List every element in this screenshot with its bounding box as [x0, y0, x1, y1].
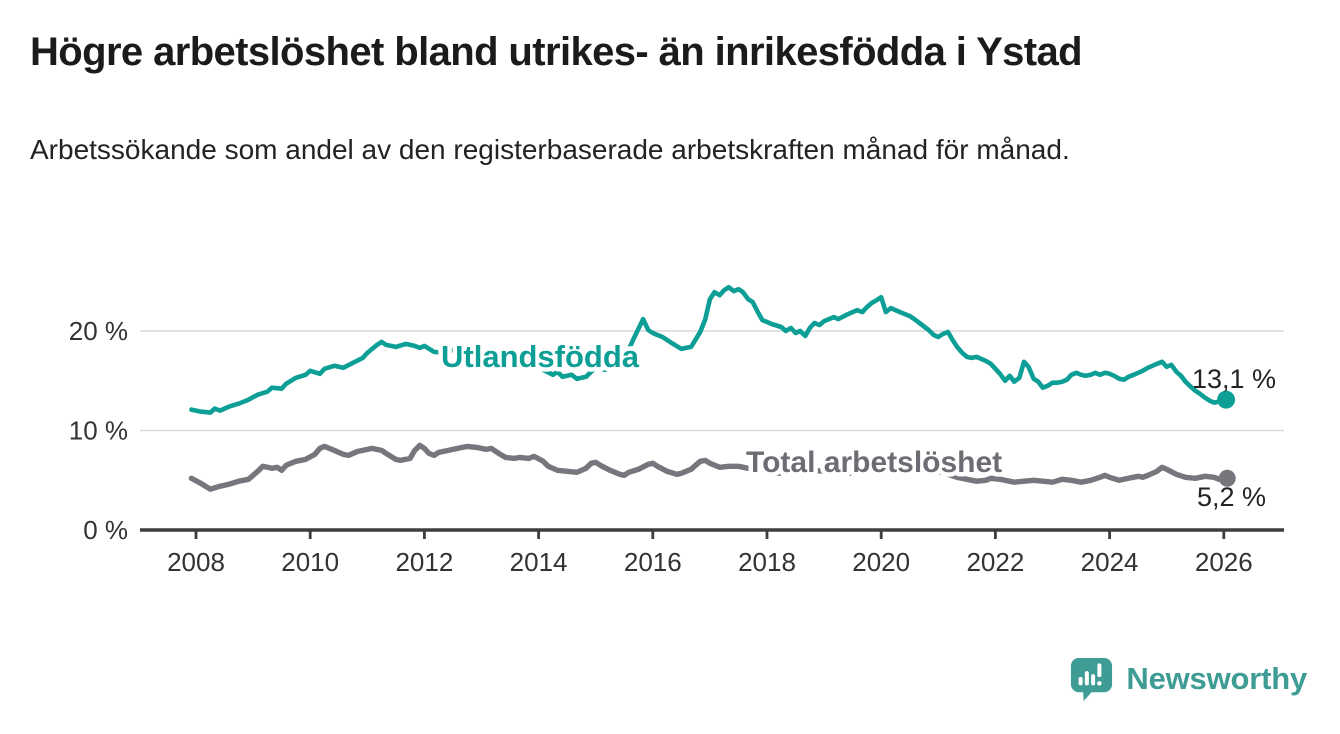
page-title: Högre arbetslöshet bland utrikes- än inr… — [30, 30, 1083, 74]
y-tick-label: 10 % — [69, 416, 128, 446]
series-end-dot — [1218, 469, 1236, 487]
x-tick-label: 2012 — [395, 547, 453, 577]
x-tick-label: 2024 — [1081, 547, 1139, 577]
series-line — [189, 284, 1229, 415]
series-end-value-label: 5,2 % — [1197, 482, 1266, 512]
x-tick-label: 2026 — [1195, 547, 1253, 577]
x-tick-label: 2010 — [281, 547, 339, 577]
x-tick-label: 2022 — [966, 547, 1024, 577]
x-tick-label: 2016 — [624, 547, 682, 577]
page-subtitle: Arbetssökande som andel av den registerb… — [30, 134, 1070, 165]
series-line — [188, 442, 1230, 492]
newsworthy-logo-icon — [1071, 657, 1113, 702]
x-tick-label: 2008 — [167, 547, 225, 577]
y-tick-label: 0 % — [83, 515, 128, 545]
brand-name: Newsworthy — [1126, 660, 1307, 696]
x-tick-label: 2018 — [738, 547, 796, 577]
y-tick-label: 20 % — [69, 316, 128, 346]
brand: Newsworthy — [1068, 655, 1307, 702]
x-tick-label: 2020 — [852, 547, 910, 577]
series-end-value-label: 13,1 % — [1192, 364, 1276, 394]
series-end-dot — [1217, 390, 1236, 409]
x-tick-label: 2014 — [510, 547, 568, 577]
series-label: Total arbetslöshet — [746, 446, 1002, 479]
series-label: Utlandsfödda — [441, 339, 640, 374]
